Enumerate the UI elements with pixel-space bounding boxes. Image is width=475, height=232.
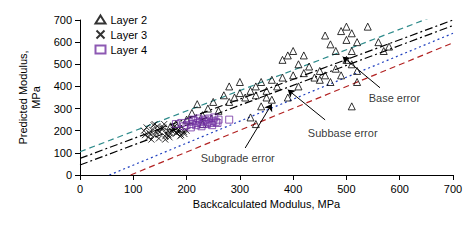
svg-text:500: 500: [337, 183, 355, 195]
svg-text:700: 700: [54, 14, 72, 26]
svg-text:MPa: MPa: [30, 85, 42, 109]
svg-text:Subgrade error: Subgrade error: [201, 152, 275, 164]
svg-text:700: 700: [444, 183, 462, 195]
svg-text:600: 600: [54, 36, 72, 48]
svg-text:400: 400: [284, 183, 302, 195]
svg-text:Layer 4: Layer 4: [111, 44, 148, 56]
svg-text:600: 600: [391, 183, 409, 195]
svg-text:Layer 2: Layer 2: [111, 14, 148, 26]
svg-text:0: 0: [66, 169, 72, 181]
svg-text:100: 100: [124, 183, 142, 195]
svg-text:0: 0: [77, 183, 83, 195]
svg-text:Layer 3: Layer 3: [111, 29, 148, 41]
svg-text:200: 200: [177, 183, 195, 195]
svg-text:200: 200: [54, 125, 72, 137]
svg-text:Base error: Base error: [369, 92, 421, 104]
svg-text:Predicted Modulus,: Predicted Modulus,: [17, 50, 29, 144]
svg-text:Backcalculated Modulus, MPa: Backcalculated Modulus, MPa: [193, 198, 341, 210]
svg-text:100: 100: [54, 147, 72, 159]
svg-text:Subbase error: Subbase error: [308, 127, 378, 139]
svg-text:400: 400: [54, 80, 72, 92]
svg-text:300: 300: [54, 103, 72, 115]
svg-text:300: 300: [231, 183, 249, 195]
svg-text:500: 500: [54, 58, 72, 70]
